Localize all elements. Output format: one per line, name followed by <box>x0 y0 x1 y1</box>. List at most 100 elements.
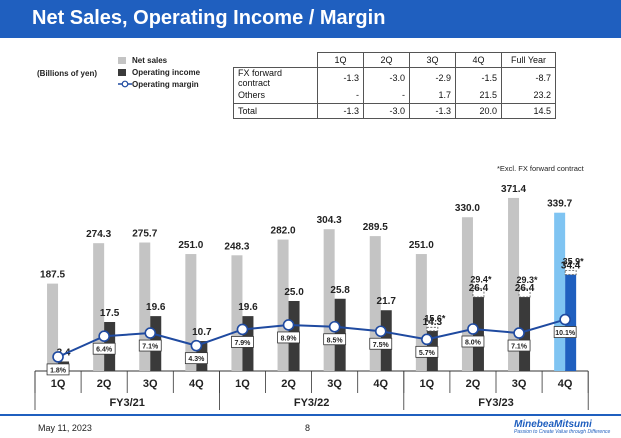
net-sales-bar <box>323 229 335 371</box>
fx-table-row: FX forward contract -1.3 -3.0 -2.9 -1.5 … <box>233 67 556 88</box>
page-title: Net Sales, Operating Income / Margin <box>32 7 386 29</box>
net-sales-value-label: 304.3 <box>317 215 342 226</box>
margin-label-box <box>277 331 300 344</box>
net-sales-value-label: 251.0 <box>178 240 203 251</box>
margin-label-box <box>323 333 347 346</box>
net-sales-bar <box>508 197 520 371</box>
net-sales-value-label: 282.0 <box>271 226 296 237</box>
margin-label-box <box>553 326 577 338</box>
operating-margin-point <box>328 320 341 333</box>
operating-margin-value-label: 6.4% <box>96 347 113 354</box>
fx-row-label: FX forward contract <box>233 67 318 88</box>
operating-income-value-label: 26.4 <box>515 283 535 294</box>
operating-margin-point <box>190 339 203 352</box>
margin-label-box <box>461 335 485 348</box>
operating-margin-value-label: 7.1% <box>511 344 528 351</box>
operating-margin-point <box>236 323 249 336</box>
fx-forward-table: 1Q 2Q 3Q 4Q Full Year FX forward contrac… <box>233 52 556 119</box>
operating-margin-value-label: 10.1% <box>555 330 576 337</box>
operating-margin-point <box>98 330 110 343</box>
net-sales-bar <box>461 217 473 371</box>
margin-label-box <box>184 352 208 365</box>
net-sales-value-label: 330.0 <box>455 203 480 214</box>
operating-margin-point <box>374 325 387 338</box>
fx-cell: 14.5 <box>501 102 556 119</box>
quarter-tick-label: 4Q <box>189 378 204 390</box>
net-sales-value-label: 289.5 <box>363 222 388 233</box>
excl-fx-income-outline <box>426 326 439 332</box>
operating-margin-line <box>57 318 566 358</box>
excl-fx-income-label: 29.4* <box>470 275 492 285</box>
net-sales-bar <box>415 254 427 371</box>
operating-margin-value-label: 7.1% <box>142 344 159 351</box>
operating-income-value-label: 34.4 <box>561 261 581 272</box>
net-sales-bar <box>139 242 151 371</box>
company-logo: MinebeaMitsumi Passion to Create Value t… <box>514 419 610 435</box>
quarter-tick-label: 2Q <box>281 378 296 390</box>
fiscal-year-label: FY3/22 <box>294 397 329 409</box>
operating-margin-point <box>559 313 571 326</box>
operating-income-value-label: 17.5 <box>100 308 120 319</box>
operating-income-value-label: 14.3 <box>423 317 443 328</box>
legend-label-operating-income: Operating income <box>132 67 201 77</box>
quarter-tick-label: 3Q <box>143 378 158 390</box>
net-sales-value-label: 371.4 <box>501 184 526 195</box>
quarter-tick-label: 1Q <box>420 378 435 390</box>
excl-fx-income-label: 35.9* <box>563 256 585 266</box>
fx-cell: -8.7 <box>501 67 556 88</box>
logo-wordmark: MinebeaMitsumi <box>514 419 592 430</box>
chart-legend: Net sales Operating income Operating mar… <box>118 54 200 90</box>
operating-income-bar <box>472 297 484 371</box>
operating-income-swatch <box>118 68 126 76</box>
fx-table-row: Others - - 1.7 21.5 23.2 <box>233 88 556 103</box>
operating-income-bar <box>565 274 577 371</box>
margin-label-box <box>369 337 393 350</box>
page-number: 8 <box>305 423 311 433</box>
sales-income-chart: 187.5 3.4 274.3 17.5 275.7 19.6 251.0 10.7 248.3… <box>34 184 589 410</box>
margin-label-box <box>138 339 162 352</box>
footer-date: May 11, 2023 <box>38 423 92 433</box>
operating-margin-point <box>282 319 295 331</box>
operating-margin-point <box>144 327 157 339</box>
fx-col-header: Full Year <box>501 52 556 68</box>
operating-income-value-label: 25.8 <box>330 285 350 296</box>
net-sales-bar <box>47 283 59 371</box>
quarter-tick-label: 3Q <box>512 378 527 390</box>
legend-label-net-sales: Net sales <box>132 55 168 65</box>
excl-fx-income-outline <box>472 288 485 298</box>
quarter-tick-label: 4Q <box>373 378 388 390</box>
fiscal-year-label: FY3/23 <box>478 397 513 409</box>
margin-label-box <box>46 363 70 376</box>
operating-margin-value-label: 4.3% <box>188 356 205 363</box>
excl-fx-income-outline <box>564 270 577 276</box>
operating-margin-point <box>52 351 64 363</box>
unit-label: (Billions of yen) <box>37 69 97 78</box>
net-sales-value-label: 275.7 <box>132 229 157 240</box>
net-sales-bar <box>554 212 566 371</box>
net-sales-swatch <box>118 56 126 64</box>
margin-label-box <box>92 342 116 355</box>
quarter-tick-label: 2Q <box>466 378 481 390</box>
net-sales-value-label: 274.3 <box>86 229 111 240</box>
margin-line-icon <box>118 80 132 88</box>
operating-income-value-label: 21.7 <box>377 296 397 307</box>
net-sales-bar <box>93 243 105 371</box>
operating-income-value-label: 26.4 <box>469 283 489 294</box>
operating-margin-value-label: 1.8% <box>50 367 67 374</box>
operating-margin-point <box>467 323 479 335</box>
net-sales-bar <box>185 254 197 371</box>
footer-divider <box>0 414 621 416</box>
operating-income-value-label: 19.6 <box>238 302 258 313</box>
fx-table-total-row: Total -1.3 -3.0 -1.3 20.0 14.5 <box>233 102 556 119</box>
operating-margin-point <box>421 333 433 346</box>
legend-item-net-sales: Net sales <box>118 54 200 66</box>
operating-margin-value-label: 5.7% <box>419 350 436 357</box>
operating-margin-value-label: 8.9% <box>281 335 298 342</box>
operating-income-value-label: 19.6 <box>146 302 166 313</box>
margin-label-box <box>231 336 254 348</box>
operating-income-value-label: 10.7 <box>192 327 212 338</box>
net-sales-value-label: 251.0 <box>409 240 434 251</box>
operating-margin-value-label: 7.5% <box>373 342 390 349</box>
excl-fx-income-outline <box>518 288 531 298</box>
net-sales-value-label: 248.3 <box>224 241 249 252</box>
